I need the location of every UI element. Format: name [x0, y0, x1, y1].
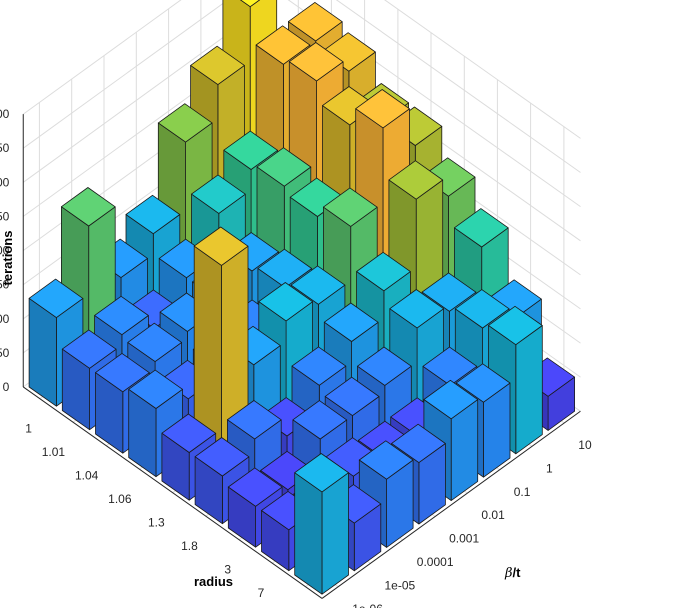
z-tick-label: 50	[0, 346, 10, 360]
bar-top-face	[355, 89, 410, 129]
bar-top-face	[194, 437, 250, 477]
y-axis-label-text: /t	[513, 565, 522, 580]
bar-top-face	[288, 42, 344, 82]
grid-line-z	[23, 0, 581, 139]
bar-top-face	[422, 346, 478, 386]
bar-top-face	[161, 413, 217, 453]
z-tick-label: 400	[0, 107, 10, 121]
y-axis-label-symbol: β	[504, 566, 513, 581]
bar-top-face	[240, 0, 261, 8]
bar-top-face	[227, 467, 283, 507]
y-tick-label: 0.01	[481, 508, 505, 522]
y-tick-label: 0.001	[449, 532, 479, 546]
bar-top-face	[255, 25, 311, 65]
bar-top-face	[388, 160, 444, 200]
bar-side-face	[294, 472, 323, 595]
bar-top-face	[157, 103, 213, 143]
z-tick-label: 350	[0, 141, 10, 155]
x-tick-label: 1.01	[42, 445, 66, 459]
bar-top-face	[294, 453, 349, 493]
y-tick-label: 0.0001	[417, 555, 454, 569]
y-tick-label: 1	[546, 461, 553, 475]
bar-top-face	[455, 363, 511, 403]
z-tick-label: 250	[0, 209, 10, 223]
x-tick-label: 1	[25, 422, 32, 436]
bar-top-face	[191, 174, 246, 214]
bar-top-face	[190, 45, 245, 85]
bar-top-face	[389, 289, 445, 329]
bar-top-face	[256, 147, 312, 187]
bar-top-face	[223, 130, 279, 170]
bar-top-face	[391, 423, 446, 464]
bar-top-face	[454, 289, 510, 329]
bar-top-face	[193, 226, 249, 266]
bars-layer	[28, 0, 575, 595]
bar-top-face	[358, 440, 414, 480]
bar-front-face	[321, 472, 349, 595]
bar-top-face	[287, 2, 343, 42]
bar-top-face	[125, 194, 181, 235]
x-tick-label: 1.3	[148, 516, 165, 530]
x-tick-label: 1.8	[181, 539, 198, 553]
y-tick-label: 1e-06	[352, 602, 383, 608]
bar-top-face	[291, 346, 347, 386]
y-axis-line	[321, 410, 581, 599]
y-tick-label: 10	[578, 438, 592, 452]
x-tick-label: 7	[258, 586, 265, 600]
bar-top-face	[290, 265, 346, 305]
bar-top-face	[226, 400, 282, 440]
bar-top-face	[28, 278, 84, 319]
labels-layer: 0 50 100 150 200 250 300 350 400 1 1.01 1.04 1.06 1.3…	[0, 107, 592, 608]
bar-top-face	[323, 302, 379, 342]
bar-top-face	[61, 187, 116, 227]
bar	[294, 453, 349, 595]
z-axis-label: terations	[0, 231, 15, 286]
z-tick-label: 100	[0, 312, 10, 326]
bar-top-face	[128, 369, 183, 409]
bar-top-face	[292, 400, 348, 440]
bar-top-face	[421, 272, 477, 312]
bar-top-face	[95, 352, 150, 393]
bar-top-face	[94, 295, 149, 336]
bar-top-face	[322, 187, 378, 227]
bar-top-face	[488, 305, 543, 346]
x-axis-label: radius	[194, 574, 233, 589]
bar-top-face	[127, 322, 183, 363]
bar-top-face	[453, 208, 509, 248]
z-tick-label: 300	[0, 175, 10, 189]
bar-top-face	[324, 376, 380, 417]
bar-front-face	[515, 325, 543, 455]
x-tick-label: 3	[224, 563, 231, 577]
bar-top-face	[61, 329, 117, 369]
y-axis-label: β/t	[504, 565, 521, 581]
z-tick-label: 0	[3, 380, 10, 394]
x-tick-label: 1.04	[75, 469, 99, 483]
bar-top-face	[357, 346, 412, 386]
bar-top-face	[258, 282, 314, 322]
y-tick-label: 1e-05	[385, 578, 416, 592]
bar-top-face	[257, 248, 313, 289]
bar-top-face	[356, 251, 411, 292]
x-tick-label: 1.06	[108, 492, 132, 506]
y-tick-label: 0.1	[514, 485, 531, 499]
z-tick-label: 150	[0, 278, 10, 292]
grid-line-z	[23, 0, 581, 208]
bar-top-face	[423, 379, 479, 420]
x-axis-line	[22, 386, 323, 599]
grid-line-z	[23, 0, 581, 173]
z-tick-label: 200	[0, 244, 10, 258]
